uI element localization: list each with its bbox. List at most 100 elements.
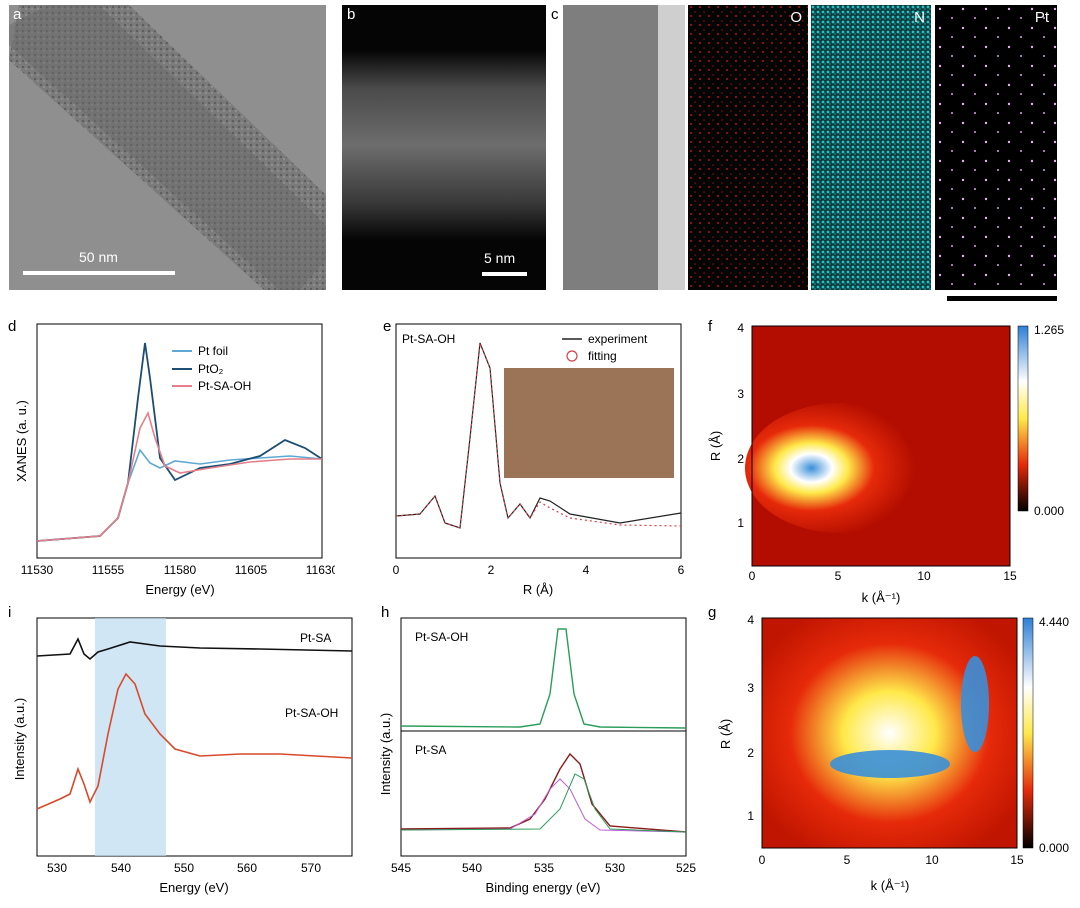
- tick-i-2: 550: [174, 861, 194, 875]
- chart-h-frame: [400, 617, 687, 857]
- colorbar-g: [1022, 617, 1034, 849]
- panel-label-g: g: [708, 604, 717, 621]
- xlabel-i: Energy (eV): [159, 880, 228, 895]
- tick-f-x3: 15: [1003, 569, 1017, 583]
- tick-h-2: 535: [534, 861, 554, 875]
- panel-label-c: c: [551, 6, 559, 23]
- heatmap-f-hotspot: [745, 403, 935, 533]
- legend-d-pto2: PtO₂: [198, 362, 224, 376]
- tick-e-0: 0: [393, 563, 400, 577]
- panel-label-h: h: [381, 604, 390, 621]
- o-map-dots: [688, 5, 808, 290]
- tick-f-x2: 10: [917, 569, 931, 583]
- chart-e: Pt-SA-OH experiment fitting 0 2 4 6 R (Å…: [393, 323, 685, 597]
- ylabel-f: R (Å): [708, 431, 723, 461]
- tick-g-y0: 1: [747, 809, 754, 823]
- tick-h-0: 545: [391, 861, 411, 875]
- chart-e-frame: [395, 323, 682, 559]
- tick-d-0: 11530: [21, 563, 54, 577]
- xlabel-g: k (Å⁻¹): [871, 878, 910, 893]
- chart-f-frame: [751, 325, 1011, 567]
- series-h-bottom: [400, 752, 687, 833]
- map-label-n: N: [914, 9, 925, 26]
- tick-f-x1: 5: [835, 569, 842, 583]
- chart-i-frame: [36, 617, 353, 857]
- curve-label-ptsaoh: Pt-SA-OH: [285, 706, 338, 720]
- panel-label-d: d: [8, 318, 17, 335]
- legend-d-ptfoil: Pt foil: [198, 344, 228, 358]
- map-label-o: O: [790, 9, 802, 26]
- scalebar-c: [947, 296, 1057, 301]
- colorbar-f-max: 1.265: [1034, 323, 1064, 337]
- chart-e-xticks: 0 2 4 6: [393, 563, 685, 577]
- legend-e-fitting: fitting: [588, 349, 617, 363]
- chart-h-xticks: 545 540 535 530 525: [391, 861, 696, 875]
- heatmap-g-blue-high: [961, 656, 989, 752]
- tick-i-3: 560: [237, 861, 257, 875]
- sample-bottom-h: Pt-SA: [415, 743, 446, 757]
- chart-d: 11530 11555 11580 11605 11630 Energy (eV…: [14, 323, 335, 597]
- chart-g: 1 2 3 4 0 5 10 15 k (Å⁻¹) R (Å) 4.440 0.…: [718, 613, 1069, 893]
- n-map-dots: [811, 5, 931, 290]
- sample-top-h: Pt-SA-OH: [415, 630, 468, 644]
- chart-d-frame: [36, 323, 323, 559]
- tem-image-c: [563, 5, 685, 290]
- inset-structure: [504, 368, 674, 478]
- tick-g-y3: 4: [747, 613, 754, 627]
- tick-e-1: 2: [488, 563, 495, 577]
- highlight-band-i: [95, 618, 166, 856]
- inset-title-e: Pt-SA-OH: [402, 332, 455, 346]
- series-i-ptsaoh: [36, 672, 353, 810]
- pt-map-dots: [935, 5, 1057, 290]
- panel-label-i: i: [8, 604, 12, 621]
- tick-f-y2: 3: [737, 387, 744, 401]
- panel-label-e: e: [383, 318, 392, 335]
- tick-i-4: 570: [301, 861, 321, 875]
- curve-label-ptsa: Pt-SA: [300, 631, 331, 645]
- eds-map-n: N: [811, 5, 931, 290]
- tick-g-x2: 10: [925, 853, 939, 867]
- chart-f-xticks: 0 5 10 15: [749, 569, 1017, 583]
- series-d-ptsaoh: [36, 410, 322, 542]
- ylabel-h: Intensity (a.u.): [378, 713, 393, 795]
- tick-i-1: 540: [111, 861, 131, 875]
- tick-d-4: 11630: [306, 563, 335, 577]
- chart-i-xticks: 530 540 550 560 570: [47, 861, 321, 875]
- tem-image-a: 50 nm: [9, 5, 326, 290]
- tick-f-y0: 1: [737, 516, 744, 530]
- ylabel-i: Intensity (a.u.): [12, 698, 27, 780]
- heatmap-g-blue-low: [830, 750, 950, 778]
- legend-e: experiment fitting: [562, 332, 648, 363]
- series-d-ptfoil: [36, 448, 323, 542]
- xlabel-f: k (Å⁻¹): [862, 590, 901, 605]
- chart-g-frame: [761, 617, 1018, 849]
- panel-label-a: a: [13, 6, 22, 23]
- series-d-pto2: [36, 342, 323, 542]
- tick-i-0: 530: [47, 861, 67, 875]
- tick-f-y3: 4: [737, 321, 744, 335]
- series-h-fit-a: [400, 778, 687, 833]
- panel-label-f: f: [708, 318, 713, 335]
- xlabel-h: Binding energy (eV): [486, 880, 601, 895]
- tick-g-y1: 2: [747, 746, 754, 760]
- chart-g-yticks: 1 2 3 4: [747, 613, 754, 823]
- tick-g-x3: 15: [1010, 853, 1024, 867]
- chart-f-yticks: 1 2 3 4: [737, 321, 744, 530]
- chart-g-xticks: 0 5 10 15: [759, 853, 1024, 867]
- eds-map-o: O: [688, 5, 808, 290]
- legend-e-experiment: experiment: [588, 332, 648, 346]
- eds-map-pt: Pt: [935, 5, 1057, 290]
- scalebar-a: [23, 271, 175, 275]
- chart-i: Pt-SA Pt-SA-OH 530 540 550 560 570 Energ…: [12, 617, 353, 895]
- scalebar-b-label: 5 nm: [484, 250, 516, 266]
- tick-h-3: 530: [605, 861, 625, 875]
- tick-g-y2: 3: [747, 681, 754, 695]
- chart-d-xticks: 11530 11555 11580 11605 11630: [21, 563, 335, 577]
- tick-d-2: 11580: [164, 563, 197, 577]
- tick-d-1: 11555: [92, 563, 125, 577]
- tick-e-2: 4: [583, 563, 590, 577]
- colorbar-f: [1017, 325, 1029, 512]
- colorbar-g-max: 4.440: [1039, 615, 1069, 629]
- colorbar-g-min: 0.000: [1039, 841, 1069, 855]
- legend-d-ptsaoh: Pt-SA-OH: [198, 379, 251, 393]
